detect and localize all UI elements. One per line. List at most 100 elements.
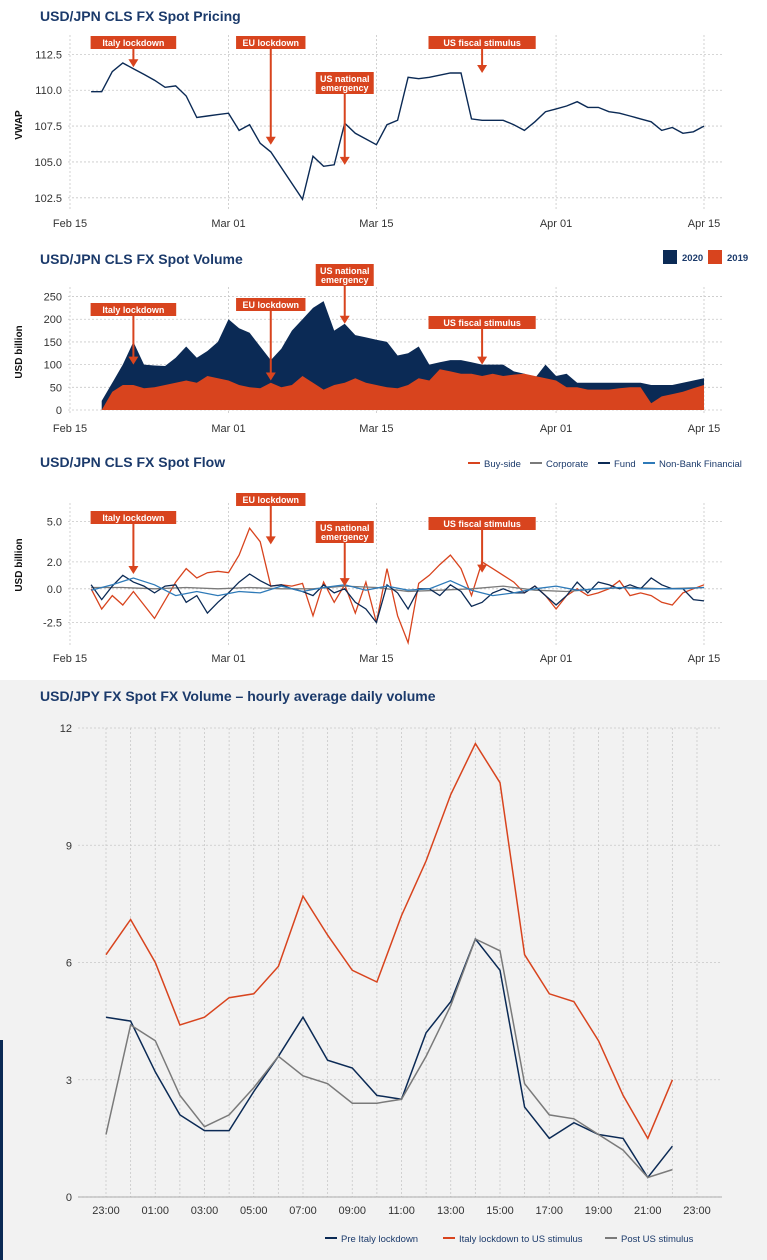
y-tick-label: 2.0 xyxy=(47,557,62,569)
annotation-label: US national xyxy=(320,523,370,533)
pricing-chart: USD/JPN CLS FX Spot Pricing VWAP 102.510… xyxy=(14,8,724,230)
flow-annotations: Italy lockdown EU lockdown US nationalemer… xyxy=(90,493,536,587)
flow-axes: -2.5 0.0 2.0 5.0 Feb 15 Mar 01 Mar 15 Apr 01 Apr… xyxy=(43,516,720,665)
annotation-box xyxy=(90,303,177,316)
y-tick-label: 107.5 xyxy=(34,121,62,133)
annotation-label: emergency xyxy=(321,532,369,542)
annotation-label: US fiscal stimulus xyxy=(443,38,521,48)
x-tick-label: 15:00 xyxy=(486,1205,514,1217)
x-tick-label: Mar 15 xyxy=(359,653,393,665)
annotation-label: Italy lockdown xyxy=(102,38,164,48)
annotation-us-fiscal-stimulus: US fiscal stimulus xyxy=(428,517,536,573)
annotation-box xyxy=(428,316,536,329)
flow-line-fund xyxy=(90,573,705,624)
flow-line-buy-side xyxy=(90,526,705,646)
x-tick-label: 05:00 xyxy=(240,1205,268,1217)
annotation-arrow-head xyxy=(477,356,488,365)
flow-chart-title: USD/JPN CLS FX Spot Flow xyxy=(40,454,225,470)
annotation-label: EU lockdown xyxy=(243,495,300,505)
legend-label: Post US stimulus xyxy=(621,1234,694,1245)
flow-legend: Buy-side Corporate Fund Non-Bank Financial xyxy=(468,459,742,470)
hourly-left-accent xyxy=(0,1040,3,1260)
x-tick-label: 07:00 xyxy=(289,1205,317,1217)
annotation-arrow-head xyxy=(339,156,350,165)
x-tick-label: Apr 15 xyxy=(688,218,720,230)
annotation-box xyxy=(428,517,536,530)
annotation-box xyxy=(90,511,177,524)
annotation-label: Italy lockdown xyxy=(102,305,164,315)
annotation-eu-lockdown: EU lockdown xyxy=(236,298,306,381)
hourly-marks xyxy=(105,742,674,1179)
vwap-line xyxy=(91,62,705,202)
flow-marks xyxy=(90,526,705,646)
annotation-us-fiscal-stimulus: US fiscal stimulus xyxy=(428,36,536,73)
x-tick-label: 17:00 xyxy=(535,1205,563,1217)
annotation-box xyxy=(315,521,374,543)
legend-label-2020: 2020 xyxy=(682,253,703,264)
legend-label-2019: 2019 xyxy=(727,253,748,264)
x-tick-label: 23:00 xyxy=(683,1205,711,1217)
annotation-label: EU lockdown xyxy=(243,38,300,48)
y-tick-label: 12 xyxy=(60,723,72,735)
x-tick-label: Mar 01 xyxy=(211,218,245,230)
hourly-line-pre-italy-lockdown xyxy=(105,937,673,1179)
annotation-label: US national xyxy=(320,266,370,276)
y-tick-label: 105.0 xyxy=(34,157,62,169)
y-tick-label: 6 xyxy=(66,958,72,970)
annotation-box xyxy=(236,36,306,49)
x-tick-label: Apr 15 xyxy=(688,423,720,435)
pricing-marks xyxy=(91,62,705,202)
y-tick-label: 3 xyxy=(66,1075,72,1087)
x-tick-label: 13:00 xyxy=(437,1205,465,1217)
pricing-axes: 102.5 105.0 107.5 110.0 112.5 Feb 15 Mar 01 Mar… xyxy=(34,49,720,230)
y-tick-label: 250 xyxy=(44,292,62,304)
y-tick-label: 0.0 xyxy=(47,584,62,596)
annotation-box xyxy=(315,72,374,94)
y-tick-label: 5.0 xyxy=(47,516,62,528)
y-tick-label: 50 xyxy=(50,382,62,394)
annotation-arrow-head xyxy=(265,136,276,145)
x-tick-label: Mar 01 xyxy=(211,653,245,665)
x-tick-label: Apr 01 xyxy=(540,653,572,665)
x-tick-label: Mar 01 xyxy=(211,423,245,435)
y-tick-label: 200 xyxy=(44,314,62,326)
annotation-box xyxy=(428,36,536,49)
x-tick-label: 01:00 xyxy=(141,1205,169,1217)
annotation-arrow-head xyxy=(128,59,139,68)
pricing-chart-title: USD/JPN CLS FX Spot Pricing xyxy=(40,8,241,24)
legend-label: Buy-side xyxy=(484,459,521,470)
x-tick-label: 19:00 xyxy=(585,1205,613,1217)
annotation-label: EU lockdown xyxy=(243,300,300,310)
annotation-eu-lockdown: EU lockdown xyxy=(236,36,306,145)
x-tick-label: Feb 15 xyxy=(53,423,87,435)
flow-line-non-bank-financial xyxy=(90,577,705,597)
y-tick-label: 150 xyxy=(44,337,62,349)
annotation-arrow-head xyxy=(265,372,276,381)
annotation-arrow-head xyxy=(339,578,350,587)
volume-legend: 2020 2019 xyxy=(663,250,748,264)
x-tick-label: 11:00 xyxy=(388,1205,415,1217)
annotation-box xyxy=(315,264,374,286)
pricing-gridlines xyxy=(68,35,724,210)
annotation-italy-lockdown: Italy lockdown xyxy=(90,303,177,365)
hourly-chart: USD/JPY FX Spot FX Volume – hourly avera… xyxy=(0,680,767,1260)
flow-chart: USD/JPN CLS FX Spot Flow USD billion -2.… xyxy=(14,454,742,665)
annotation-label: US fiscal stimulus xyxy=(443,318,521,328)
y-tick-label: 0 xyxy=(56,405,62,417)
annotation-arrow-head xyxy=(477,564,488,573)
x-tick-label: 03:00 xyxy=(191,1205,219,1217)
volume-marks xyxy=(101,301,704,410)
legend-label: Non-Bank Financial xyxy=(659,459,742,470)
hourly-legend: Pre Italy lockdown Italy lockdown to US s… xyxy=(325,1234,694,1245)
annotation-arrow-head xyxy=(128,356,139,365)
area-2019 xyxy=(101,369,704,410)
volume-axes: 0 50 100 150 200 250 Feb 15 Mar 01 Mar 15 Apr 01 A… xyxy=(44,292,721,435)
pricing-y-axis-label: VWAP xyxy=(14,110,25,140)
x-tick-label: Apr 15 xyxy=(688,653,720,665)
x-tick-label: Apr 01 xyxy=(540,423,572,435)
hourly-line-post-us-stimulus xyxy=(105,937,673,1179)
annotation-italy-lockdown: Italy lockdown xyxy=(90,511,177,574)
